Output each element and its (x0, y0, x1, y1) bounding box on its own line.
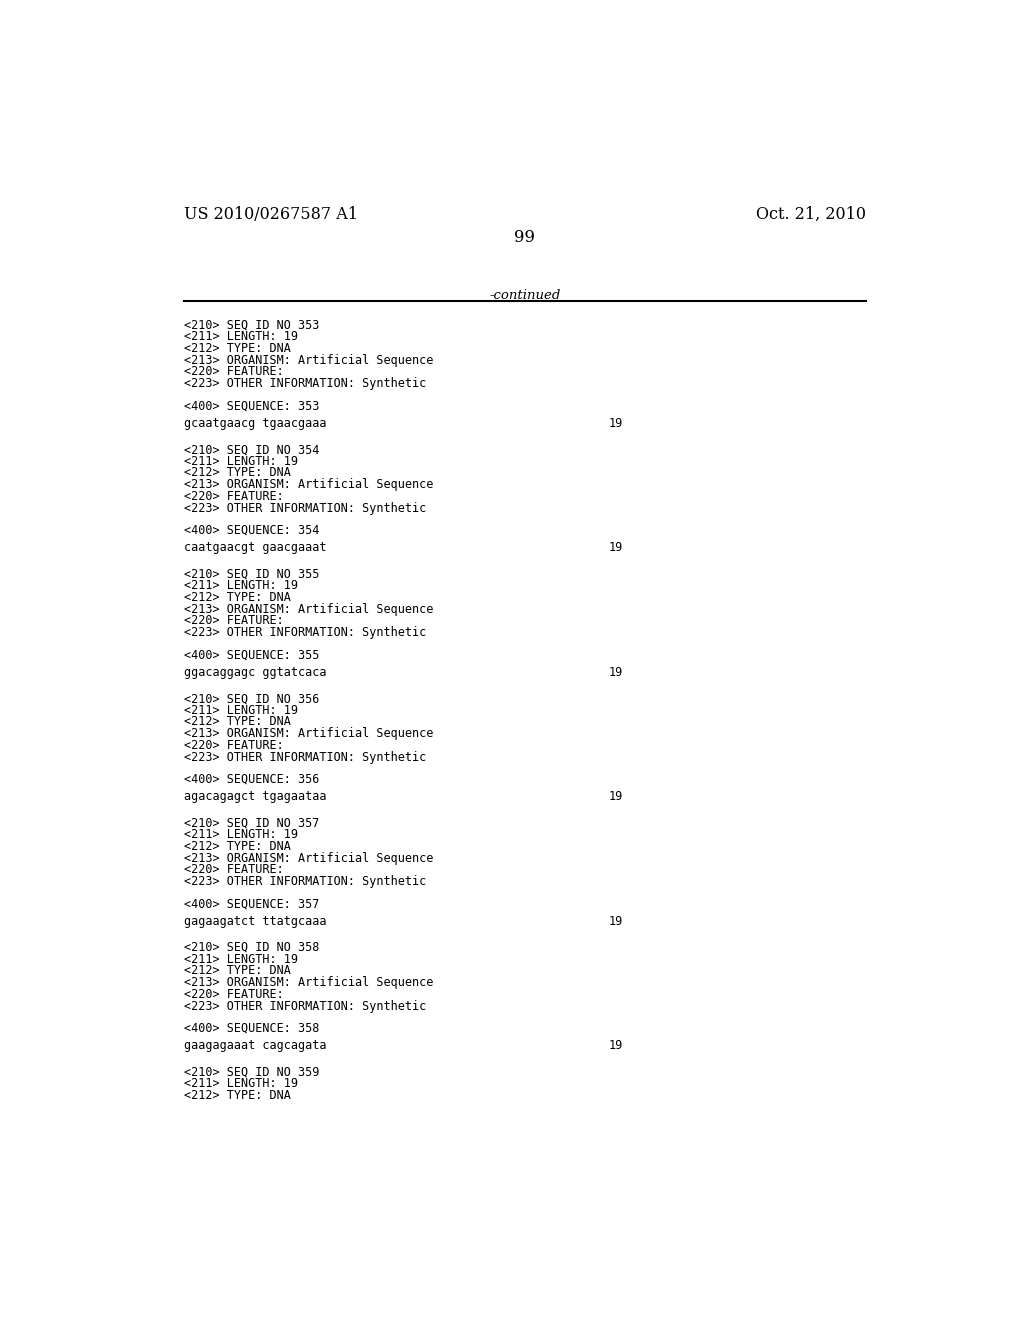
Text: <213> ORGANISM: Artificial Sequence: <213> ORGANISM: Artificial Sequence (183, 478, 433, 491)
Text: <213> ORGANISM: Artificial Sequence: <213> ORGANISM: Artificial Sequence (183, 977, 433, 989)
Text: gaagagaaat cagcagata: gaagagaaat cagcagata (183, 1039, 327, 1052)
Text: <213> ORGANISM: Artificial Sequence: <213> ORGANISM: Artificial Sequence (183, 354, 433, 367)
Text: <211> LENGTH: 19: <211> LENGTH: 19 (183, 1077, 298, 1090)
Text: <212> TYPE: DNA: <212> TYPE: DNA (183, 1089, 291, 1102)
Text: <213> ORGANISM: Artificial Sequence: <213> ORGANISM: Artificial Sequence (183, 851, 433, 865)
Text: -continued: -continued (489, 289, 560, 302)
Text: <211> LENGTH: 19: <211> LENGTH: 19 (183, 953, 298, 966)
Text: <210> SEQ ID NO 357: <210> SEQ ID NO 357 (183, 817, 319, 829)
Text: <212> TYPE: DNA: <212> TYPE: DNA (183, 965, 291, 977)
Text: <211> LENGTH: 19: <211> LENGTH: 19 (183, 455, 298, 467)
Text: <211> LENGTH: 19: <211> LENGTH: 19 (183, 704, 298, 717)
Text: <210> SEQ ID NO 359: <210> SEQ ID NO 359 (183, 1065, 319, 1078)
Text: <210> SEQ ID NO 355: <210> SEQ ID NO 355 (183, 568, 319, 581)
Text: <213> ORGANISM: Artificial Sequence: <213> ORGANISM: Artificial Sequence (183, 603, 433, 615)
Text: ggacaggagc ggtatcaca: ggacaggagc ggtatcaca (183, 665, 327, 678)
Text: gcaatgaacg tgaacgaaa: gcaatgaacg tgaacgaaa (183, 417, 327, 430)
Text: <220> FEATURE:: <220> FEATURE: (183, 987, 284, 1001)
Text: <220> FEATURE:: <220> FEATURE: (183, 614, 284, 627)
Text: <211> LENGTH: 19: <211> LENGTH: 19 (183, 330, 298, 343)
Text: <400> SEQUENCE: 356: <400> SEQUENCE: 356 (183, 772, 319, 785)
Text: agacagagct tgagaataa: agacagagct tgagaataa (183, 791, 327, 804)
Text: caatgaacgt gaacgaaat: caatgaacgt gaacgaaat (183, 541, 327, 554)
Text: 19: 19 (608, 791, 623, 804)
Text: <210> SEQ ID NO 356: <210> SEQ ID NO 356 (183, 692, 319, 705)
Text: <213> ORGANISM: Artificial Sequence: <213> ORGANISM: Artificial Sequence (183, 727, 433, 741)
Text: <400> SEQUENCE: 355: <400> SEQUENCE: 355 (183, 648, 319, 661)
Text: 19: 19 (608, 665, 623, 678)
Text: <223> OTHER INFORMATION: Synthetic: <223> OTHER INFORMATION: Synthetic (183, 626, 426, 639)
Text: <220> FEATURE:: <220> FEATURE: (183, 490, 284, 503)
Text: 99: 99 (514, 230, 536, 247)
Text: <212> TYPE: DNA: <212> TYPE: DNA (183, 342, 291, 355)
Text: 19: 19 (608, 915, 623, 928)
Text: <210> SEQ ID NO 354: <210> SEQ ID NO 354 (183, 444, 319, 455)
Text: <400> SEQUENCE: 357: <400> SEQUENCE: 357 (183, 898, 319, 911)
Text: <400> SEQUENCE: 358: <400> SEQUENCE: 358 (183, 1022, 319, 1035)
Text: 19: 19 (608, 1039, 623, 1052)
Text: US 2010/0267587 A1: US 2010/0267587 A1 (183, 206, 357, 223)
Text: <211> LENGTH: 19: <211> LENGTH: 19 (183, 579, 298, 593)
Text: <211> LENGTH: 19: <211> LENGTH: 19 (183, 828, 298, 841)
Text: <400> SEQUENCE: 353: <400> SEQUENCE: 353 (183, 400, 319, 412)
Text: <212> TYPE: DNA: <212> TYPE: DNA (183, 840, 291, 853)
Text: 19: 19 (608, 417, 623, 430)
Text: <223> OTHER INFORMATION: Synthetic: <223> OTHER INFORMATION: Synthetic (183, 999, 426, 1012)
Text: <212> TYPE: DNA: <212> TYPE: DNA (183, 466, 291, 479)
Text: <223> OTHER INFORMATION: Synthetic: <223> OTHER INFORMATION: Synthetic (183, 502, 426, 515)
Text: <400> SEQUENCE: 354: <400> SEQUENCE: 354 (183, 524, 319, 537)
Text: 19: 19 (608, 541, 623, 554)
Text: <212> TYPE: DNA: <212> TYPE: DNA (183, 591, 291, 605)
Text: <223> OTHER INFORMATION: Synthetic: <223> OTHER INFORMATION: Synthetic (183, 751, 426, 763)
Text: <220> FEATURE:: <220> FEATURE: (183, 739, 284, 752)
Text: <212> TYPE: DNA: <212> TYPE: DNA (183, 715, 291, 729)
Text: <220> FEATURE:: <220> FEATURE: (183, 366, 284, 379)
Text: <210> SEQ ID NO 353: <210> SEQ ID NO 353 (183, 318, 319, 331)
Text: <220> FEATURE:: <220> FEATURE: (183, 863, 284, 876)
Text: gagaagatct ttatgcaaa: gagaagatct ttatgcaaa (183, 915, 327, 928)
Text: Oct. 21, 2010: Oct. 21, 2010 (756, 206, 866, 223)
Text: <223> OTHER INFORMATION: Synthetic: <223> OTHER INFORMATION: Synthetic (183, 875, 426, 888)
Text: <210> SEQ ID NO 358: <210> SEQ ID NO 358 (183, 941, 319, 954)
Text: <223> OTHER INFORMATION: Synthetic: <223> OTHER INFORMATION: Synthetic (183, 378, 426, 391)
